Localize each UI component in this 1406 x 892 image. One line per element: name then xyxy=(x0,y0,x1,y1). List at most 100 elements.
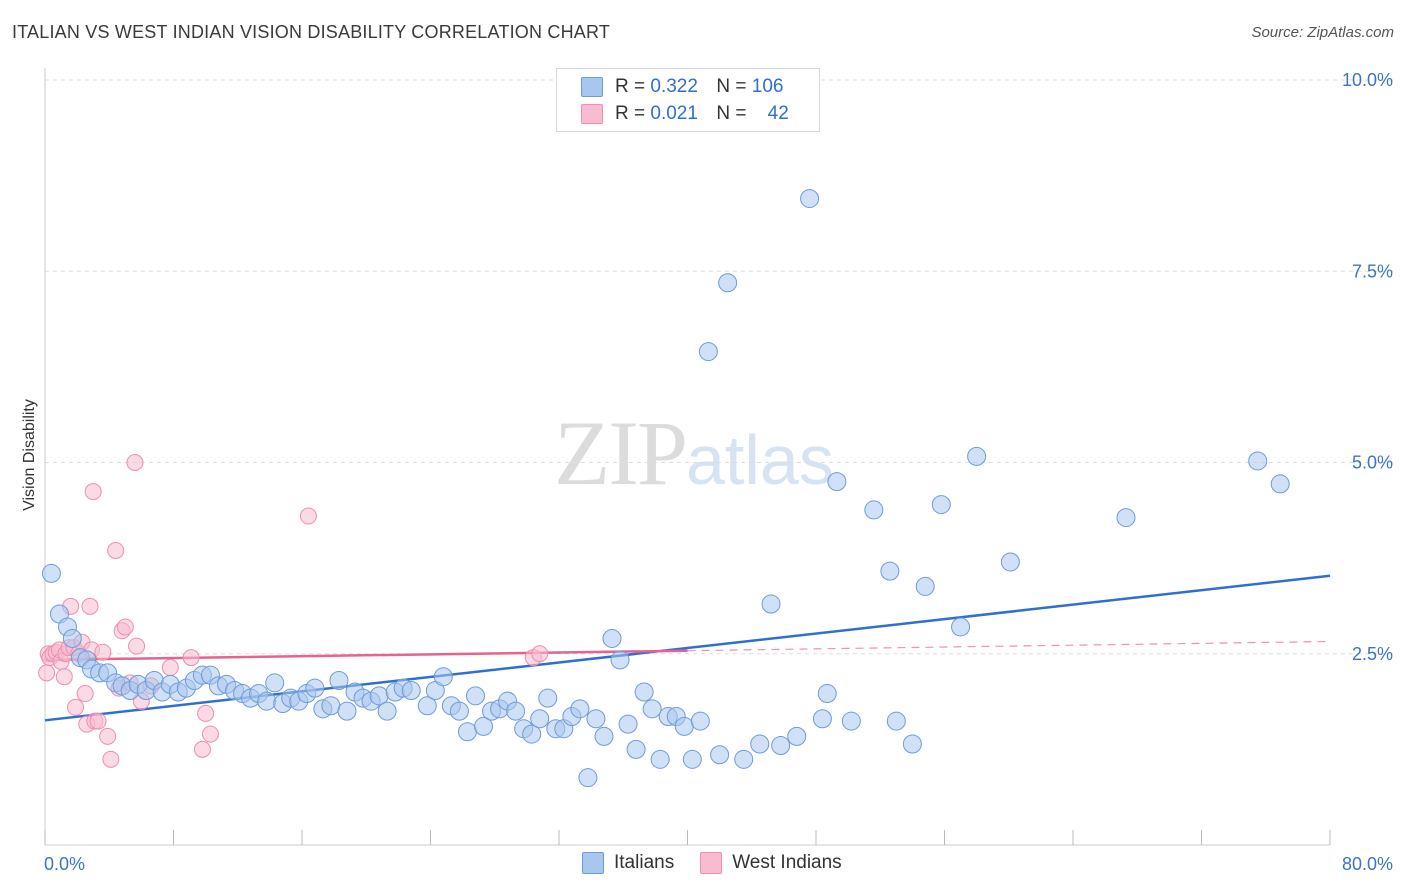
italians-point xyxy=(522,724,542,744)
axes xyxy=(44,68,1331,846)
watermark-zip: ZIP xyxy=(554,402,688,504)
west-indians-point xyxy=(116,618,134,636)
west-indians-point xyxy=(67,698,85,716)
italians-point xyxy=(690,711,710,731)
x-tick-label: 80.0% xyxy=(1342,854,1393,874)
west-indians-point xyxy=(81,597,99,615)
legend-item-italians: Italians xyxy=(582,852,674,874)
italians-point xyxy=(305,678,325,698)
italians-point xyxy=(610,650,630,670)
italians-point xyxy=(321,696,341,716)
west-indians-point xyxy=(182,649,200,667)
italians-point xyxy=(967,446,987,466)
italians-point xyxy=(618,714,638,734)
watermark-atlas: atlas xyxy=(686,421,834,499)
data-points xyxy=(38,189,1290,788)
italians-point xyxy=(718,273,738,293)
italians-point xyxy=(734,749,754,769)
italians-point xyxy=(642,699,662,719)
legend-n-value: 106 xyxy=(751,76,784,97)
italians-point xyxy=(449,701,469,721)
italians-point xyxy=(787,726,807,746)
y-tick-label: 7.5% xyxy=(1352,261,1393,281)
west-indians-point xyxy=(197,704,215,722)
italians-point xyxy=(538,688,558,708)
italians-point xyxy=(626,739,646,759)
x-tick-label: 0.0% xyxy=(44,854,85,874)
italians-point xyxy=(1270,474,1290,494)
italians-point xyxy=(710,745,730,765)
legend-n-value: 42 xyxy=(767,103,789,124)
italians-point xyxy=(1116,508,1136,528)
watermark: ZIPatlas xyxy=(554,400,834,506)
west-indians-point xyxy=(76,685,94,703)
italians-point xyxy=(377,701,397,721)
west-indians-point xyxy=(102,750,120,768)
italians-point xyxy=(812,709,832,729)
italians-point xyxy=(886,711,906,731)
legend-label-italians: Italians xyxy=(614,852,675,873)
legend-r-value: 0.322 xyxy=(650,76,698,97)
chart-source: Source: ZipAtlas.com xyxy=(1251,24,1394,41)
italians-point xyxy=(682,749,702,769)
italians-point xyxy=(401,680,421,700)
west-indians-point xyxy=(126,454,144,471)
legend-row-west-indians: R = 0.021 N = 42 xyxy=(581,102,789,126)
series-legend: Italians West Indians xyxy=(582,852,868,874)
legend-n-label: N = xyxy=(716,103,747,124)
italians-point xyxy=(41,563,61,583)
italians-point xyxy=(474,716,494,736)
legend-label-west-indians: West Indians xyxy=(732,852,842,873)
italians-point xyxy=(951,617,971,637)
west-indians-point xyxy=(201,725,219,743)
legend-row-italians: R = 0.322 N = 106 xyxy=(581,75,783,99)
west-indians-point xyxy=(38,664,56,682)
italians-point xyxy=(817,684,837,704)
italians-point xyxy=(750,734,770,754)
west-indians-trend-extension xyxy=(687,640,1331,652)
west-indians-swatch xyxy=(581,104,603,124)
italians-swatch xyxy=(581,77,603,97)
legend-r-label: R = xyxy=(615,103,646,124)
italians-point xyxy=(586,709,606,729)
west-indians-point xyxy=(107,541,125,559)
legend-r-label: R = xyxy=(615,76,646,97)
west-indians-point xyxy=(161,659,179,677)
italians-point xyxy=(800,189,820,209)
italians-point xyxy=(257,691,277,711)
italians-legend-swatch xyxy=(582,852,604,874)
y-tick-label: 10.0% xyxy=(1342,70,1393,90)
legend-r-value: 0.021 xyxy=(650,103,698,124)
west-indians-trend-line xyxy=(44,649,688,662)
italians-point xyxy=(506,701,526,721)
italians-point xyxy=(634,682,654,702)
italians-point xyxy=(915,576,935,596)
italians-point xyxy=(337,701,357,721)
west-indians-point xyxy=(89,712,107,730)
west-indians-point xyxy=(84,483,102,501)
west-indians-point xyxy=(193,740,211,758)
west-indians-point xyxy=(128,637,146,655)
italians-point xyxy=(771,736,791,756)
italians-point xyxy=(827,472,847,492)
italians-point xyxy=(329,671,349,691)
italians-point xyxy=(650,749,670,769)
italians-point xyxy=(433,667,453,687)
italians-point xyxy=(902,734,922,754)
italians-point xyxy=(931,495,951,515)
west-indians-legend-swatch xyxy=(700,852,723,874)
italians-point xyxy=(841,711,861,731)
italians-point xyxy=(1248,451,1268,471)
y-tick-label: 2.5% xyxy=(1352,644,1393,664)
west-indians-point xyxy=(99,727,117,745)
italians-point xyxy=(417,696,437,716)
west-indians-point xyxy=(55,668,73,686)
legend-n-label: N = xyxy=(716,76,747,97)
italians-point xyxy=(265,673,285,693)
italians-point xyxy=(864,500,884,520)
italians-point xyxy=(570,699,590,719)
italians-point xyxy=(457,722,477,742)
italians-point xyxy=(880,561,900,581)
italians-point xyxy=(602,628,622,648)
